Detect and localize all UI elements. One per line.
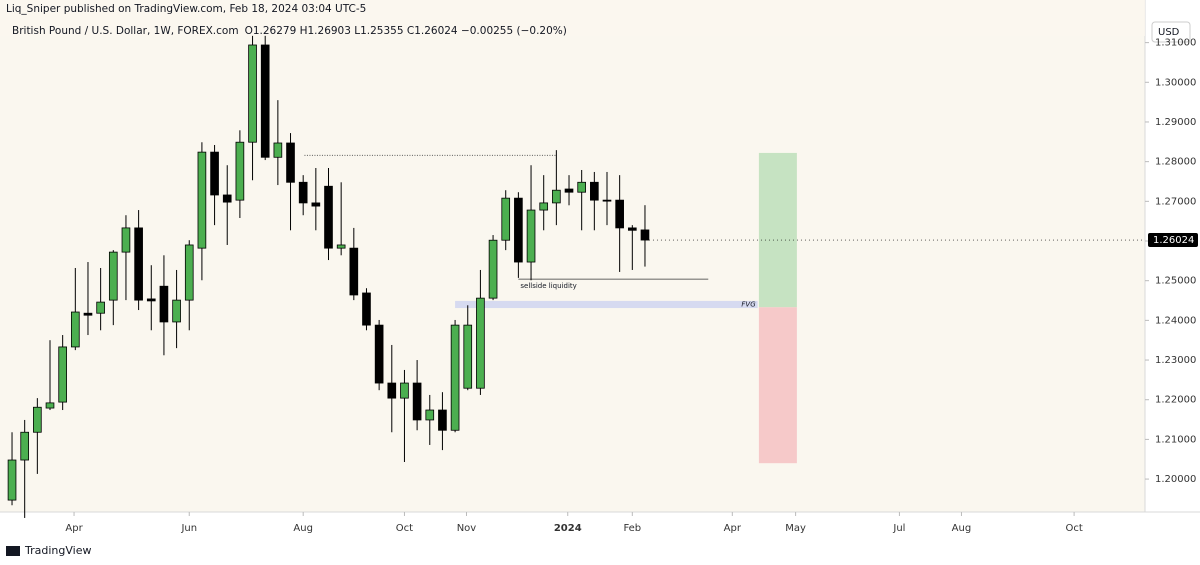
candle-body — [590, 181, 599, 201]
candle-body — [349, 247, 359, 296]
candle-body — [222, 194, 232, 203]
candle-body — [501, 197, 511, 241]
candle-body — [172, 299, 181, 323]
candle-body — [324, 185, 333, 249]
candle-body — [577, 181, 587, 193]
candle-body — [184, 244, 194, 301]
candle-body — [640, 229, 650, 241]
candle-body — [539, 202, 549, 211]
candle-body — [286, 142, 295, 183]
candle-body — [615, 199, 624, 229]
byline: Liq_Sniper published on TradingView.com,… — [6, 3, 366, 15]
x-tick-label: Aug — [293, 523, 313, 534]
candle-body — [400, 382, 409, 399]
candle-body — [463, 324, 473, 389]
candle-body — [45, 402, 55, 409]
candle-body — [121, 227, 131, 253]
currency[interactable]: USD — [1158, 27, 1180, 38]
candle-body — [273, 142, 283, 158]
candle-body — [260, 44, 270, 158]
fvg-label: FVG — [741, 300, 756, 308]
candle-body — [488, 239, 498, 299]
y-tick-label: 1.27000 — [1155, 196, 1196, 207]
brand-logo — [6, 546, 20, 556]
last-price-box — [1148, 233, 1198, 248]
y-tick-label: 1.21000 — [1155, 434, 1196, 445]
sellside-label: sellside liquidity — [520, 282, 576, 290]
candle-body — [362, 292, 371, 326]
y-tick-label: 1.23000 — [1155, 355, 1196, 366]
position-target — [758, 152, 797, 308]
x-tick-label: Feb — [623, 523, 641, 534]
x-tick-label: Jun — [180, 523, 197, 534]
candle-body — [552, 189, 561, 204]
candle-body — [108, 251, 118, 301]
candle-body — [70, 311, 80, 348]
chart-title: British Pound / U.S. Dollar, 1W, FOREX.c… — [12, 25, 239, 37]
candle-body — [248, 44, 257, 143]
brand: TradingView — [24, 544, 91, 557]
y-tick-label: 1.25000 — [1155, 276, 1196, 287]
candle-body — [514, 197, 523, 263]
candle-body — [374, 324, 384, 384]
last-price-label: 1.26024 — [1153, 235, 1194, 246]
y-tick-label: 1.22000 — [1155, 395, 1196, 406]
x-tick-label: May — [785, 523, 806, 534]
ohlc-legend: O1.26279 H1.26903 L1.25355 C1.26024 −0.0… — [245, 25, 567, 37]
candle-body — [412, 382, 422, 421]
y-tick-label: 1.30000 — [1155, 77, 1196, 88]
candle-body — [58, 346, 67, 403]
y-tick-label: 1.31000 — [1155, 38, 1196, 49]
candle-body — [298, 181, 308, 204]
candle-body — [210, 151, 219, 196]
candle-body — [438, 409, 447, 431]
candle-body — [134, 227, 143, 301]
x-tick-label: 2024 — [554, 523, 582, 534]
candle-body — [146, 298, 156, 302]
candle-body — [425, 409, 435, 421]
plot-background — [0, 0, 1145, 512]
header-background — [0, 0, 1145, 36]
x-tick-label: Oct — [396, 523, 413, 534]
candle-body — [96, 301, 105, 314]
y-tick-label: 1.29000 — [1155, 117, 1196, 128]
x-tick-label: Jul — [892, 523, 905, 534]
x-tick-label: Nov — [457, 523, 477, 534]
candle-body — [311, 202, 321, 207]
candle-body — [336, 244, 346, 249]
candle-body — [33, 406, 42, 433]
candle-body — [387, 382, 397, 399]
candle-body — [450, 324, 460, 431]
candle-body — [83, 312, 93, 316]
x-tick-label: Apr — [724, 523, 742, 534]
candle-body — [564, 188, 574, 193]
x-tick-label: Apr — [65, 523, 83, 534]
y-tick-label: 1.20000 — [1155, 474, 1196, 485]
candle-body — [197, 151, 207, 249]
candle-body — [7, 459, 17, 501]
marks: FVG sellside liquidity — [7, 35, 797, 518]
candle-body — [235, 141, 245, 201]
position-stop — [758, 307, 797, 464]
candle-body — [159, 285, 169, 323]
y-tick-label: 1.24000 — [1155, 315, 1196, 326]
candle-body — [20, 431, 30, 461]
x-tick-label: Aug — [952, 523, 972, 534]
candle-body — [602, 199, 612, 202]
candle-body — [476, 297, 485, 389]
candle-body — [627, 227, 637, 231]
y-tick-label: 1.28000 — [1155, 157, 1196, 168]
candle-body — [526, 209, 536, 263]
currency-box[interactable] — [1151, 21, 1191, 43]
x-tick-label: Oct — [1065, 523, 1082, 534]
fvg-zone — [455, 300, 758, 309]
